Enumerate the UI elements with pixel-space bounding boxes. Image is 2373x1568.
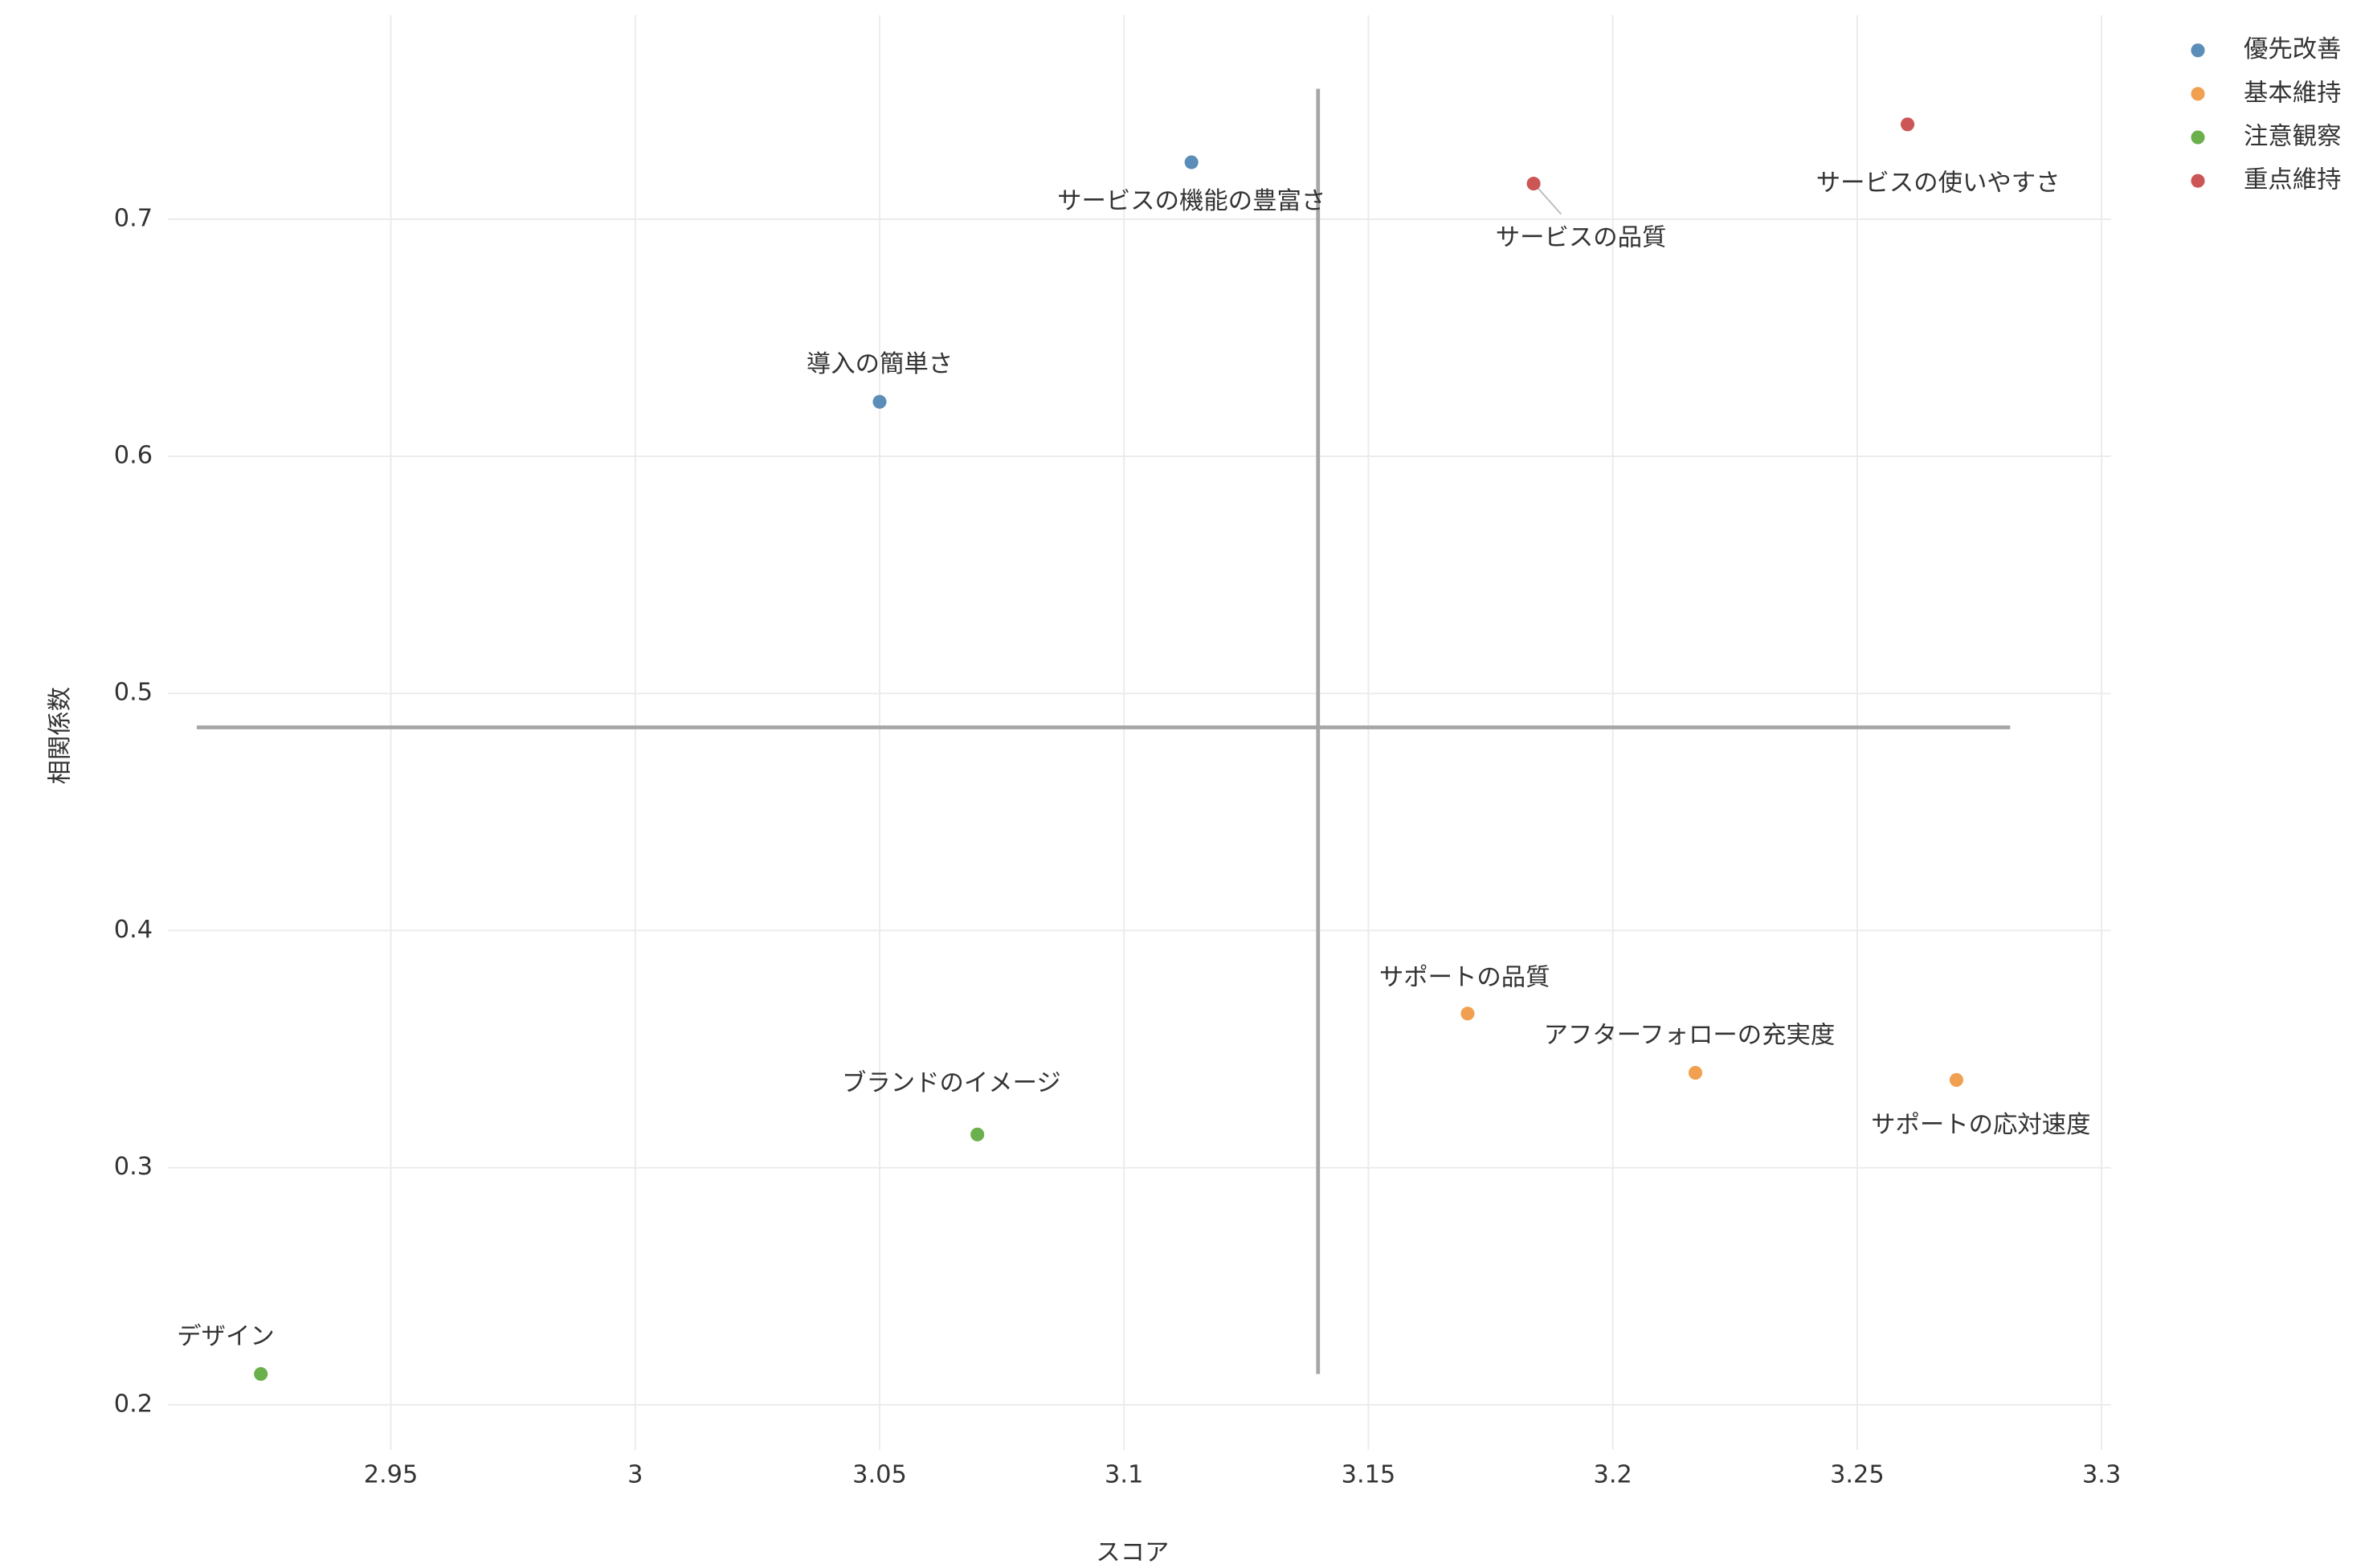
- point-label: サポートの応対速度: [1871, 1111, 2090, 1139]
- point: [1184, 155, 1199, 169]
- point-label: デザイン: [177, 1322, 275, 1350]
- x-tick-label: 3.05: [852, 1461, 907, 1489]
- x-tick-label: 3.2: [1594, 1461, 1632, 1489]
- x-axis-title: スコア: [1096, 1539, 1169, 1567]
- point: [872, 394, 887, 409]
- legend-label: 注意観察: [2244, 122, 2342, 150]
- y-tick-label: 0.7: [114, 204, 153, 232]
- point-label: 導入の簡単さ: [807, 350, 953, 378]
- point-label: ブランドのイメージ: [842, 1069, 1061, 1097]
- point: [1949, 1072, 1963, 1087]
- x-tick-label: 3: [627, 1461, 643, 1489]
- y-tick-label: 0.2: [114, 1390, 153, 1418]
- x-tick-label: 3.15: [1342, 1461, 1396, 1489]
- legend-marker: [2191, 43, 2205, 58]
- legend-marker: [2191, 130, 2205, 145]
- y-tick-label: 0.5: [114, 679, 153, 707]
- point-label: サポートの品質: [1379, 964, 1550, 992]
- point: [254, 1366, 268, 1382]
- label-leader: [1536, 186, 1562, 215]
- legend-marker: [2191, 174, 2205, 188]
- x-tick-label: 3.25: [1830, 1461, 1885, 1489]
- y-tick-label: 0.6: [114, 442, 153, 470]
- x-tick-label: 2.95: [364, 1461, 419, 1489]
- y-tick-label: 0.4: [114, 916, 153, 944]
- legend-marker: [2191, 87, 2205, 101]
- y-axis-title: 相関係数: [47, 687, 75, 785]
- point: [1901, 117, 1915, 132]
- x-tick-label: 3.1: [1105, 1461, 1143, 1489]
- point-label: サービスの機能の豊富さ: [1057, 187, 1325, 215]
- point: [1688, 1066, 1703, 1080]
- point: [1460, 1007, 1475, 1021]
- point-label: サービスの使いやすさ: [1816, 169, 2061, 197]
- legend-label: 基本維持: [2244, 79, 2342, 107]
- point: [970, 1127, 985, 1141]
- legend-label: 優先改善: [2244, 35, 2342, 63]
- y-tick-label: 0.3: [114, 1153, 153, 1181]
- point: [1526, 177, 1541, 191]
- x-tick-label: 3.3: [2082, 1461, 2121, 1489]
- legend-label: 重点維持: [2244, 166, 2342, 194]
- point-label: アフターフォローの充実度: [1544, 1021, 1836, 1049]
- point-label: サービスの品質: [1496, 223, 1667, 251]
